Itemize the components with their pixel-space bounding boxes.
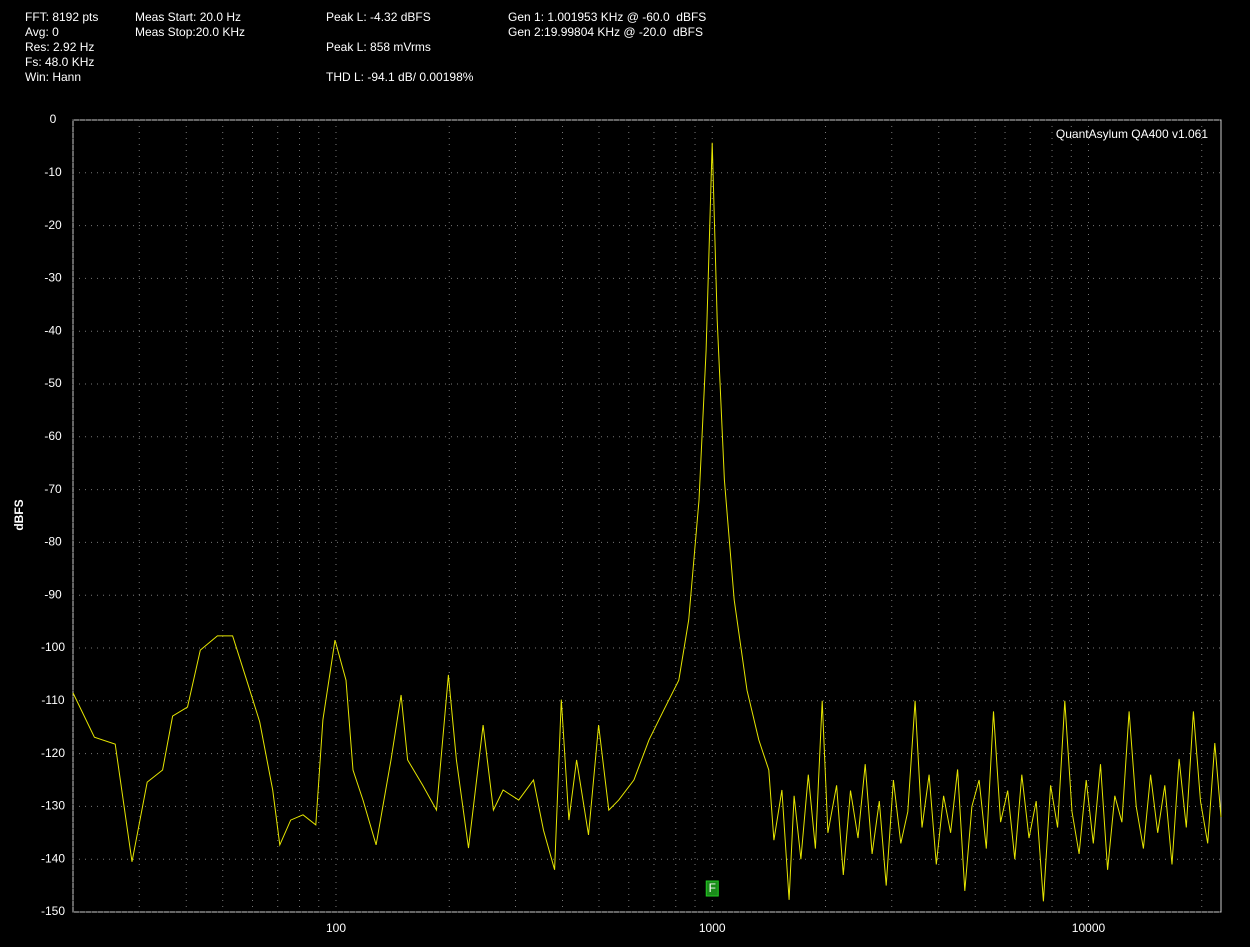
- y-tick-label: -70: [44, 482, 62, 496]
- y-tick-label: 0: [50, 112, 57, 126]
- y-tick-label: -150: [41, 904, 65, 918]
- annotation: THD L: -94.1 dB/ 0.00198%: [326, 70, 474, 84]
- x-tick-label: 1000: [699, 921, 726, 935]
- annotation: Gen 2:19.99804 KHz @ -20.0 dBFS: [508, 25, 703, 39]
- y-axis-label: dBFS: [12, 499, 26, 530]
- annotation: QuantAsylum QA400 v1.061: [1056, 127, 1208, 141]
- annotation: Peak L: 858 mVrms: [326, 40, 431, 54]
- y-tick-label: -50: [44, 376, 62, 390]
- y-tick-label: -10: [44, 165, 62, 179]
- annotation: Fs: 48.0 KHz: [25, 55, 94, 69]
- y-tick-label: -40: [44, 323, 62, 337]
- spectrum-line: [72, 142, 1222, 902]
- y-tick-label: -30: [44, 271, 62, 285]
- y-tick-label: -130: [41, 799, 65, 813]
- annotation: Win: Hann: [25, 70, 81, 84]
- y-tick-label: -90: [44, 587, 62, 601]
- annotation: Avg: 0: [25, 25, 59, 39]
- marker-box: [705, 880, 719, 897]
- annotation: Meas Stop:20.0 KHz: [135, 25, 245, 39]
- y-tick-label: -120: [41, 746, 65, 760]
- annotation: Res: 2.92 Hz: [25, 40, 94, 54]
- y-tick-label: -110: [41, 693, 64, 707]
- marker-label: F: [709, 881, 716, 895]
- y-tick-label: -100: [41, 640, 65, 654]
- annotation: FFT: 8192 pts: [25, 10, 98, 24]
- x-tick-label: 100: [326, 921, 346, 935]
- y-tick-label: -80: [44, 535, 62, 549]
- x-tick-label: 10000: [1072, 921, 1106, 935]
- y-tick-label: -20: [44, 218, 62, 232]
- y-tick-label: -60: [44, 429, 62, 443]
- annotation: Peak L: -4.32 dBFS: [326, 10, 431, 24]
- y-tick-label: -140: [41, 851, 65, 865]
- annotation: Gen 1: 1.001953 KHz @ -60.0 dBFS: [508, 10, 706, 24]
- annotation: Meas Start: 20.0 Hz: [135, 10, 241, 24]
